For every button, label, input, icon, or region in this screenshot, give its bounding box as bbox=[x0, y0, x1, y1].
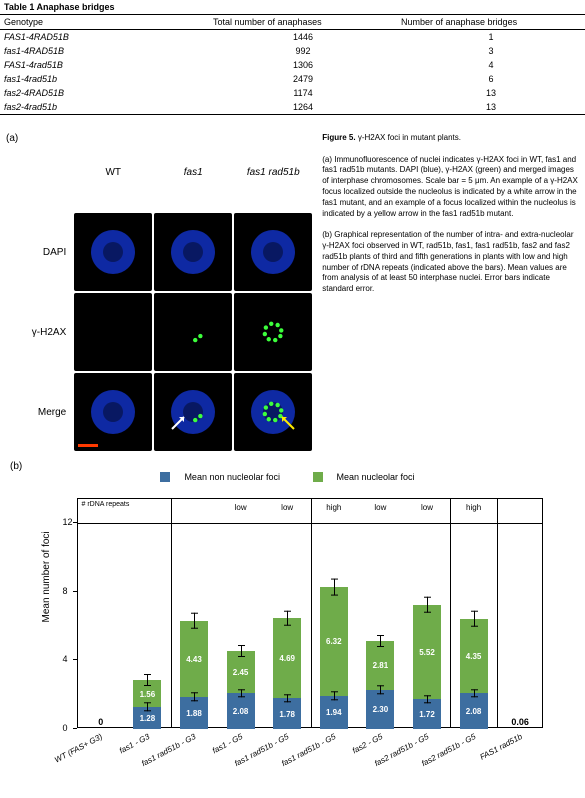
micro-image bbox=[234, 213, 312, 291]
caption-title: Figure 5. bbox=[322, 133, 355, 142]
micro-image bbox=[154, 213, 232, 291]
micro-image bbox=[234, 293, 312, 371]
x-tick-label: FAS1 rad51b bbox=[478, 732, 523, 762]
table-row-bridges: 13 bbox=[397, 86, 585, 100]
table-row-bridges: 1 bbox=[397, 30, 585, 45]
table-row-bridges: 3 bbox=[397, 44, 585, 58]
table-row-anaphases: 1446 bbox=[209, 30, 397, 45]
table-title: Table 1 Anaphase bridges bbox=[0, 0, 585, 14]
table-row-anaphases: 2479 bbox=[209, 72, 397, 86]
top-header: # rDNA repeats bbox=[82, 501, 130, 509]
rDNA-level-label: low bbox=[281, 503, 293, 512]
y-axis-label: Mean number of foci bbox=[41, 531, 52, 622]
table-row-genotype: fas2-4rad51b bbox=[0, 100, 209, 115]
bar: 1.725.52 bbox=[413, 523, 441, 729]
table-row-anaphases: 1174 bbox=[209, 86, 397, 100]
bar: 0.06 bbox=[506, 523, 534, 729]
table-row-genotype: fas2-4RAD51B bbox=[0, 86, 209, 100]
anaphase-table: Genotype Total number of anaphases Numbe… bbox=[0, 14, 585, 115]
foci-chart: Mean number of foci 0 4 8 12 # rDNA repeats… bbox=[33, 488, 553, 788]
micro-col-header: fas1 rad51b bbox=[234, 163, 312, 181]
y-tick: 8 bbox=[63, 586, 68, 596]
micro-image bbox=[154, 293, 232, 371]
table-row-bridges: 6 bbox=[397, 72, 585, 86]
micro-image bbox=[74, 293, 152, 371]
table-row-anaphases: 1306 bbox=[209, 58, 397, 72]
col-bridges: Number of anaphase bridges bbox=[397, 15, 585, 30]
caption-line-1: (a) Immunofluorescence of nuclei indicat… bbox=[322, 155, 578, 218]
chart-legend: Mean non nucleolar foci Mean nucleolar f… bbox=[10, 472, 575, 484]
micro-image bbox=[154, 373, 232, 451]
rDNA-level-label: low bbox=[235, 503, 247, 512]
bar: 2.084.35 bbox=[460, 523, 488, 729]
bar: 2.302.81 bbox=[366, 523, 394, 729]
table-row-genotype: fas1-4rad51b bbox=[0, 72, 209, 86]
y-tick: 12 bbox=[63, 517, 73, 527]
micro-col-header: fas1 bbox=[154, 163, 232, 181]
bar: 1.281.56 bbox=[133, 523, 161, 729]
col-genotype: Genotype bbox=[0, 15, 209, 30]
bar: 1.784.69 bbox=[273, 523, 301, 729]
micro-image bbox=[234, 373, 312, 451]
table-row-genotype: FAS1-4RAD51B bbox=[0, 30, 209, 45]
col-anaphases: Total number of anaphases bbox=[209, 15, 397, 30]
table-row-bridges: 4 bbox=[397, 58, 585, 72]
table-row-genotype: fas1-4RAD51B bbox=[0, 44, 209, 58]
rDNA-level-label: low bbox=[374, 503, 386, 512]
x-tick-label: WT (FAS+ G3) bbox=[53, 732, 104, 765]
caption-line-0: γ-H2AX foci in mutant plants. bbox=[358, 133, 461, 142]
table-row-genotype: FAS1-4rad51B bbox=[0, 58, 209, 72]
micro-image bbox=[74, 213, 152, 291]
panel-a: WTfas1fas1 rad51b DAPI γ-H2AX Merge bbox=[22, 133, 312, 451]
rDNA-level-label: low bbox=[421, 503, 433, 512]
figure-caption: Figure 5. γ-H2AX foci in mutant plants. … bbox=[312, 133, 579, 295]
y-tick: 0 bbox=[63, 723, 68, 733]
x-tick-label: fas1 - G3 bbox=[117, 732, 150, 755]
micro-image bbox=[74, 373, 152, 451]
rDNA-level-label: high bbox=[326, 503, 341, 512]
table-row-anaphases: 992 bbox=[209, 44, 397, 58]
micro-row-header: Merge bbox=[22, 407, 72, 418]
micro-row-header: γ-H2AX bbox=[22, 327, 72, 338]
panel-a-label: (a) bbox=[6, 133, 22, 144]
bar: 2.082.45 bbox=[227, 523, 255, 729]
micro-col-header: WT bbox=[74, 163, 152, 181]
legend-swatch-nuc bbox=[313, 472, 323, 482]
table-row-bridges: 13 bbox=[397, 100, 585, 115]
x-tick-label: fas1 - G5 bbox=[211, 732, 244, 755]
micro-row-header: DAPI bbox=[22, 247, 72, 258]
bar: 1.884.43 bbox=[180, 523, 208, 729]
y-tick: 4 bbox=[63, 654, 68, 664]
legend-non: Mean non nucleolar foci bbox=[184, 472, 280, 482]
panel-b-label: (b) bbox=[10, 461, 22, 472]
table-row-anaphases: 1264 bbox=[209, 100, 397, 115]
legend-swatch-non bbox=[160, 472, 170, 482]
caption-line-2: (b) Graphical representation of the numb… bbox=[322, 230, 573, 293]
bar: 1.946.32 bbox=[320, 523, 348, 729]
legend-nuc: Mean nucleolar foci bbox=[337, 472, 415, 482]
bar: 0 bbox=[87, 523, 115, 729]
rDNA-level-label: high bbox=[466, 503, 481, 512]
x-tick-label: fas2 - G5 bbox=[350, 732, 383, 755]
